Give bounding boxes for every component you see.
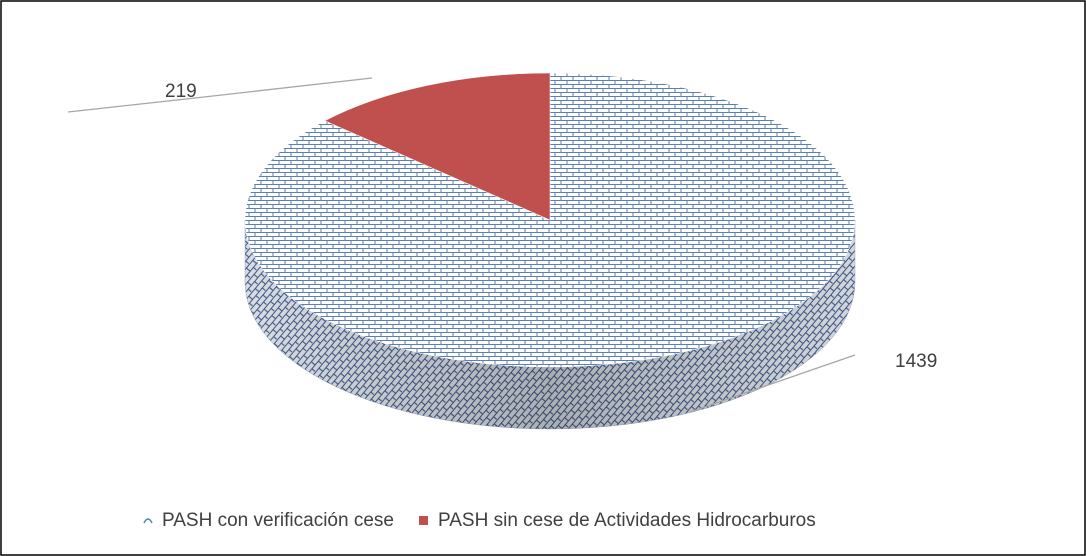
- data-label: 1439: [895, 351, 937, 372]
- leader-line: [67, 77, 373, 113]
- data-label: 219: [165, 81, 197, 102]
- slice: [324, 72, 551, 221]
- legend-marker: [419, 516, 428, 525]
- side-shade: [245, 220, 855, 429]
- legend-label: PASH con verificación cese: [162, 510, 394, 531]
- leader-line: [689, 354, 856, 413]
- legend-label: PASH sin cese de Actividades Hidrocarbur…: [438, 510, 816, 531]
- legend-marker: [143, 518, 153, 524]
